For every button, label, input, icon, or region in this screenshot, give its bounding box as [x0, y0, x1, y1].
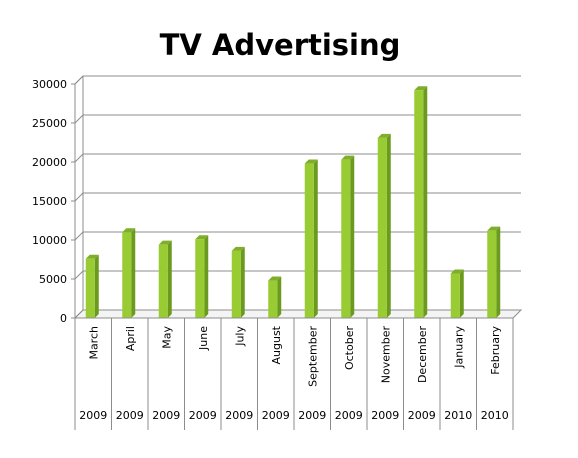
y-tick-label: 20000	[32, 156, 67, 169]
bar-side	[240, 246, 245, 318]
x-tick-label: March	[87, 326, 100, 360]
bar	[414, 86, 428, 319]
x-year-label: 2010	[444, 409, 472, 422]
bar-top	[122, 228, 136, 233]
x-tick-label: December	[416, 326, 429, 384]
bars	[85, 86, 501, 319]
bar-side	[386, 133, 391, 318]
gridline-depth	[74, 270, 84, 280]
x-tick-label: July	[233, 326, 246, 347]
bar-side	[167, 240, 172, 318]
x-tick-label: February	[489, 326, 502, 375]
bar-top	[85, 254, 99, 259]
x-tick-label: April	[124, 326, 137, 351]
bar	[158, 240, 172, 318]
bar-side	[204, 235, 209, 318]
x-year-label: 2009	[335, 409, 363, 422]
bar-front	[377, 137, 387, 318]
bar-front	[268, 280, 278, 318]
y-tick-label: 5000	[39, 273, 67, 286]
y-tick-label: 25000	[32, 117, 67, 130]
gridline-depth	[74, 231, 84, 241]
bar-top	[377, 133, 391, 138]
x-year-label: 2009	[408, 409, 436, 422]
gridline-depth	[74, 192, 84, 202]
bar-side	[496, 226, 501, 318]
bar	[341, 155, 355, 318]
top-depth-edge	[74, 75, 84, 85]
bar-side	[277, 276, 282, 318]
x-tick-label: October	[343, 326, 356, 370]
gridline-depth	[74, 153, 84, 163]
x-tick-label: August	[270, 325, 283, 364]
bar-front	[122, 232, 132, 318]
x-year-label: 2009	[189, 409, 217, 422]
bar	[450, 269, 464, 318]
grid	[73, 75, 523, 319]
bar	[122, 228, 136, 318]
y-axis: 0 5000 10000 15000 20000 25000 30000	[32, 78, 76, 325]
bar-top	[158, 240, 172, 245]
bar	[268, 276, 282, 318]
bar-top	[487, 226, 501, 231]
x-year-label: 2009	[225, 409, 253, 422]
bar-front	[487, 230, 497, 318]
bar-top	[304, 159, 318, 164]
x-year-label: 2009	[116, 409, 144, 422]
bar	[304, 159, 318, 318]
x-tick-label: November	[379, 326, 392, 384]
gridline-depth	[74, 309, 84, 319]
x-year-label: 2009	[262, 409, 290, 422]
bar	[231, 246, 245, 318]
x-year-label: 2009	[79, 409, 107, 422]
y-tick-label: 15000	[32, 195, 67, 208]
bar-side	[423, 86, 428, 319]
chart-title: TV Advertising	[160, 28, 401, 62]
bar	[377, 133, 391, 318]
x-year-label: 2010	[481, 409, 509, 422]
bar-side	[350, 155, 355, 318]
y-tick-label: 30000	[32, 78, 67, 91]
x-tick-label: May	[160, 326, 173, 349]
bar	[487, 226, 501, 318]
x-year-label: 2009	[371, 409, 399, 422]
bar-top	[414, 86, 428, 91]
bar-side	[459, 269, 464, 318]
x-year-label: 2009	[298, 409, 326, 422]
bar-front	[195, 239, 205, 318]
bar-top	[341, 155, 355, 160]
bar	[195, 235, 209, 318]
x-year-label: 2009	[152, 409, 180, 422]
y-tick-label: 10000	[32, 234, 67, 247]
y-tick-label: 0	[60, 312, 67, 325]
bar-front	[450, 273, 460, 318]
x-tick-label: January	[452, 326, 465, 369]
gridline-depth	[74, 114, 84, 124]
bar-side	[131, 228, 136, 318]
bar-front	[414, 90, 424, 319]
x-tick-label: September	[306, 326, 319, 387]
bar-top	[268, 276, 282, 281]
bar-top	[450, 269, 464, 274]
bar-front	[158, 244, 168, 318]
bar-side	[313, 159, 318, 318]
x-axis: March 2009 April 2009 May 2009 June 2009 July 200…	[74, 317, 514, 430]
x-tick-label: June	[197, 326, 210, 351]
bar-side	[94, 254, 99, 318]
bar-front	[341, 159, 351, 318]
bar-top	[195, 235, 209, 240]
bar-front	[85, 258, 95, 318]
bar-top	[231, 246, 245, 251]
bar-front	[231, 250, 241, 318]
bar-front	[304, 163, 314, 318]
bar	[85, 254, 99, 318]
